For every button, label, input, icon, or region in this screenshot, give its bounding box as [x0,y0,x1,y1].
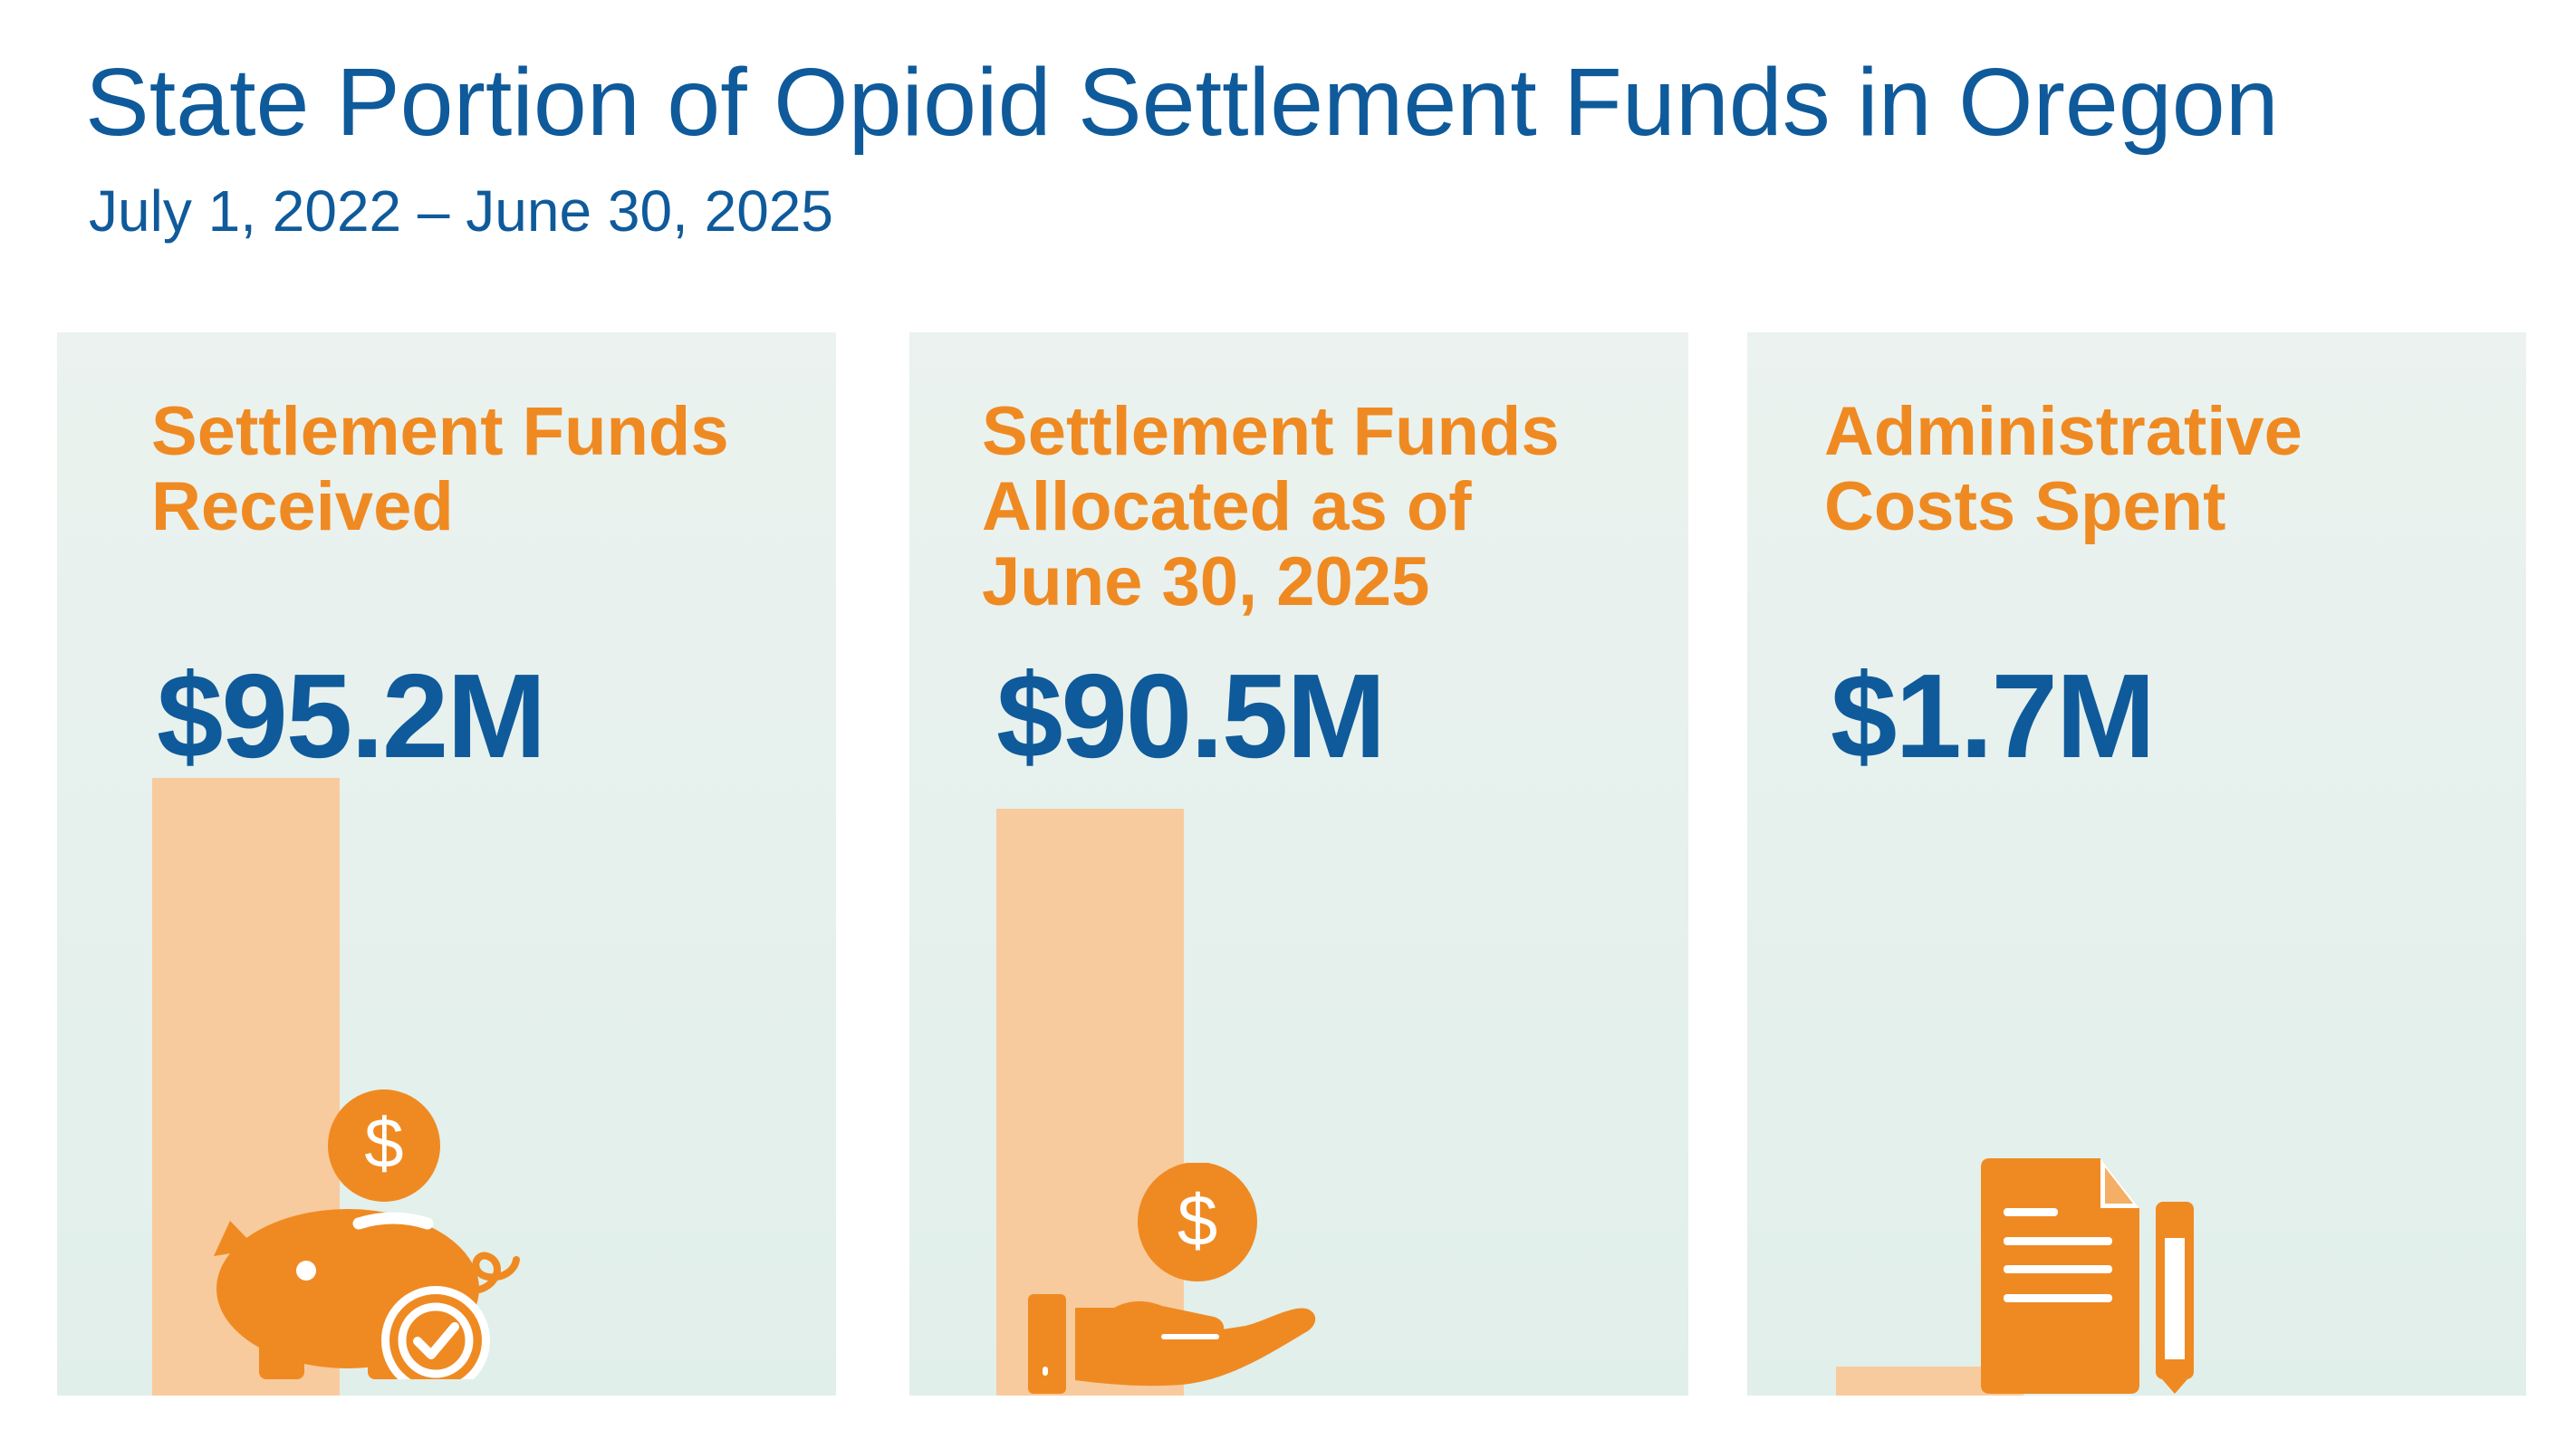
piggy-bank-icon: $ [214,1089,520,1379]
value-funds-received: $95.2M [157,649,546,782]
chart-subtitle: July 1, 2022 – June 30, 2025 [89,178,833,244]
document-pencil-icon [1981,1158,2194,1394]
label-funds-allocated: Settlement Funds Allocated as of June 30… [982,393,1560,620]
label-funds-received: Settlement Funds Received [151,393,729,545]
value-funds-allocated: $90.5M [996,649,1386,782]
panel-funds-allocated: Settlement Funds Allocated as of June 30… [909,332,1688,1396]
panel-funds-received: Settlement Funds Received $95.2M $ [57,332,836,1396]
label-admin-costs: Administrative Costs Spent [1824,393,2302,545]
svg-text:$: $ [364,1103,403,1183]
panel-admin-costs: Administrative Costs Spent $1.7M [1747,332,2526,1396]
svg-text:$: $ [1177,1180,1218,1261]
hand-coin-icon: $ [1028,1163,1316,1394]
chart-title: State Portion of Opioid Settlement Funds… [85,49,2279,156]
value-admin-costs: $1.7M [1831,649,2156,782]
bar-funds-allocated [996,808,1184,1396]
